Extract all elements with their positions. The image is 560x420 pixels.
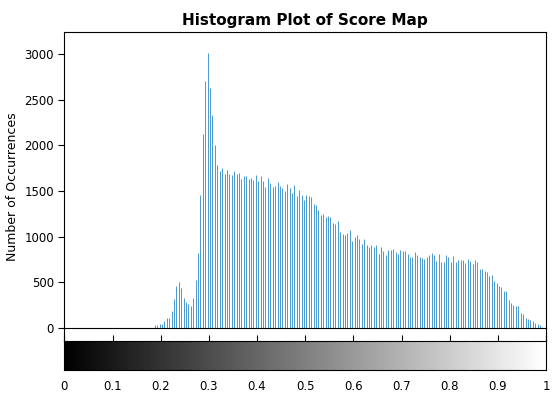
Title: Histogram Plot of Score Map: Histogram Plot of Score Map: [183, 13, 428, 28]
Y-axis label: Number of Occurrences: Number of Occurrences: [6, 112, 19, 261]
